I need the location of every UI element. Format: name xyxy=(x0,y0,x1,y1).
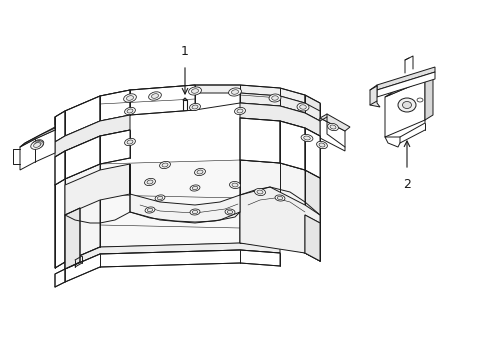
Ellipse shape xyxy=(227,210,233,214)
Polygon shape xyxy=(65,243,280,269)
Ellipse shape xyxy=(231,90,239,94)
Ellipse shape xyxy=(257,190,263,194)
Text: 1: 1 xyxy=(181,45,189,58)
Ellipse shape xyxy=(272,96,278,100)
Polygon shape xyxy=(100,90,130,121)
Polygon shape xyxy=(377,72,435,97)
Polygon shape xyxy=(20,130,55,170)
Polygon shape xyxy=(240,187,320,261)
Polygon shape xyxy=(240,118,280,163)
Ellipse shape xyxy=(229,181,241,189)
Ellipse shape xyxy=(237,109,243,113)
Ellipse shape xyxy=(31,141,43,149)
Ellipse shape xyxy=(160,161,171,168)
Ellipse shape xyxy=(190,209,200,215)
Ellipse shape xyxy=(145,207,155,213)
Ellipse shape xyxy=(328,123,339,131)
Ellipse shape xyxy=(225,209,235,215)
Ellipse shape xyxy=(147,180,153,184)
Polygon shape xyxy=(425,75,433,120)
Ellipse shape xyxy=(124,138,135,146)
Polygon shape xyxy=(65,96,100,136)
Polygon shape xyxy=(130,85,195,115)
Polygon shape xyxy=(65,208,80,269)
Polygon shape xyxy=(280,121,305,170)
Polygon shape xyxy=(65,136,100,179)
Polygon shape xyxy=(55,115,130,157)
Polygon shape xyxy=(305,170,320,261)
Ellipse shape xyxy=(301,134,313,141)
Polygon shape xyxy=(320,114,350,131)
Polygon shape xyxy=(130,164,240,223)
Ellipse shape xyxy=(127,140,133,144)
Ellipse shape xyxy=(157,196,163,200)
Ellipse shape xyxy=(192,105,198,109)
Ellipse shape xyxy=(32,140,44,148)
Ellipse shape xyxy=(254,188,266,195)
Ellipse shape xyxy=(235,107,245,114)
Polygon shape xyxy=(20,128,55,147)
Ellipse shape xyxy=(189,87,201,95)
Ellipse shape xyxy=(192,210,198,214)
Ellipse shape xyxy=(402,102,412,108)
Ellipse shape xyxy=(228,88,242,96)
Ellipse shape xyxy=(192,89,198,93)
Ellipse shape xyxy=(269,94,281,102)
Polygon shape xyxy=(240,103,320,136)
Ellipse shape xyxy=(147,208,153,212)
Polygon shape xyxy=(320,118,345,151)
Ellipse shape xyxy=(197,170,203,174)
Polygon shape xyxy=(55,164,100,268)
Ellipse shape xyxy=(151,94,158,98)
Ellipse shape xyxy=(126,96,133,100)
Ellipse shape xyxy=(319,143,325,147)
Polygon shape xyxy=(55,269,65,287)
Polygon shape xyxy=(385,80,425,137)
Ellipse shape xyxy=(192,186,198,190)
Polygon shape xyxy=(100,130,130,164)
Ellipse shape xyxy=(190,103,200,111)
Polygon shape xyxy=(305,215,320,261)
Ellipse shape xyxy=(297,103,309,111)
Polygon shape xyxy=(370,85,380,107)
Ellipse shape xyxy=(330,125,336,129)
Ellipse shape xyxy=(124,107,135,115)
Ellipse shape xyxy=(162,163,168,167)
Polygon shape xyxy=(305,95,320,123)
Polygon shape xyxy=(305,128,320,178)
Polygon shape xyxy=(377,67,435,90)
Ellipse shape xyxy=(195,168,205,176)
Ellipse shape xyxy=(35,141,41,147)
Ellipse shape xyxy=(190,185,200,191)
Ellipse shape xyxy=(304,136,310,140)
Polygon shape xyxy=(55,85,305,125)
Ellipse shape xyxy=(33,143,41,147)
Ellipse shape xyxy=(300,105,306,109)
Ellipse shape xyxy=(127,109,133,113)
Polygon shape xyxy=(55,111,65,142)
Polygon shape xyxy=(240,93,320,121)
Polygon shape xyxy=(100,160,240,247)
Ellipse shape xyxy=(155,195,165,201)
Ellipse shape xyxy=(148,92,161,100)
Text: 2: 2 xyxy=(403,178,411,191)
Polygon shape xyxy=(240,160,320,261)
Ellipse shape xyxy=(123,94,136,102)
Ellipse shape xyxy=(417,98,423,102)
Polygon shape xyxy=(55,151,65,185)
Ellipse shape xyxy=(145,179,155,186)
Ellipse shape xyxy=(398,98,416,112)
Ellipse shape xyxy=(317,141,327,149)
Polygon shape xyxy=(55,179,65,268)
Polygon shape xyxy=(385,75,433,97)
Ellipse shape xyxy=(232,183,238,187)
Polygon shape xyxy=(65,250,280,282)
Ellipse shape xyxy=(277,196,283,200)
Ellipse shape xyxy=(275,195,285,201)
Polygon shape xyxy=(65,164,130,215)
